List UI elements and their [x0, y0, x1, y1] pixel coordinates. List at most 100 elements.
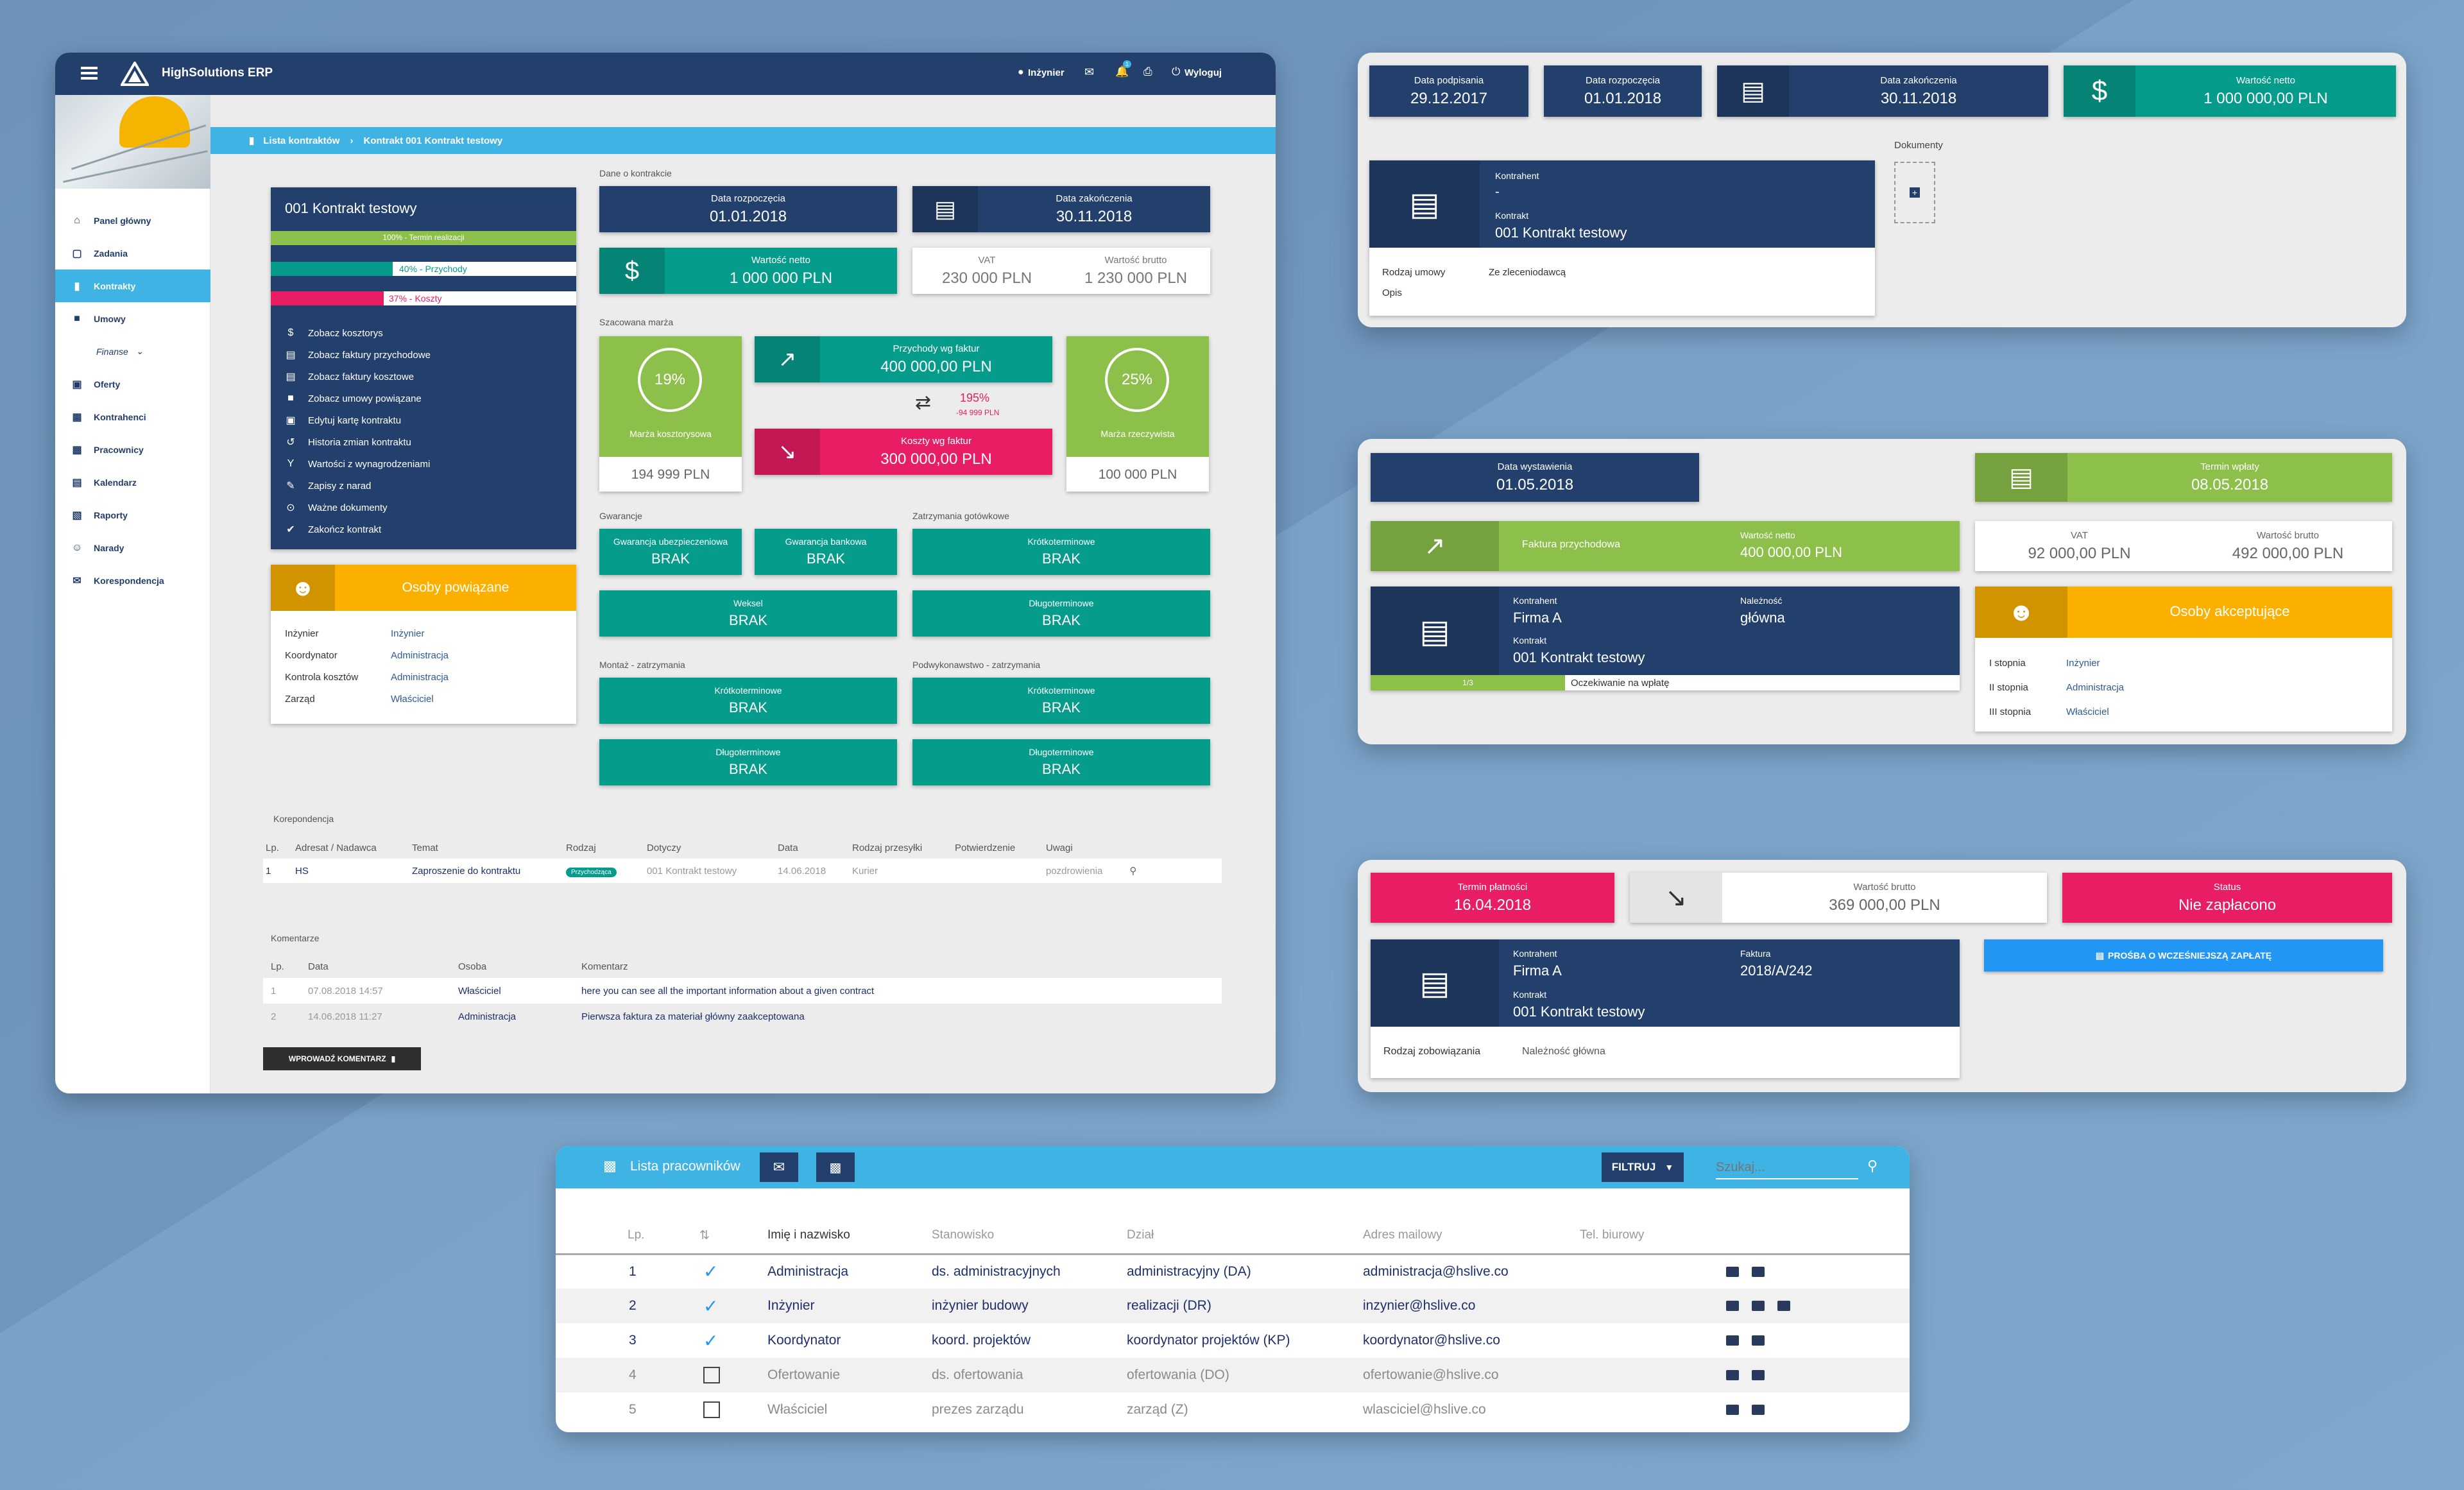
documents-label: Dokumenty — [1894, 140, 1943, 151]
search-input[interactable] — [1716, 1156, 1858, 1179]
sidebar-item-korespondencja[interactable]: ✉ Korespondencja — [55, 564, 210, 597]
net-value-card: $ Wartość netto 1 000 000 PLN — [599, 248, 897, 294]
sidebar-item-zadania[interactable]: ▢ Zadania — [55, 237, 210, 270]
user-name[interactable]: Inżynier — [1028, 67, 1065, 78]
sidebar-item-pracownicy[interactable]: ▩ Pracownicy — [55, 433, 210, 466]
app-title[interactable]: HighSolutions ERP — [162, 66, 273, 80]
column-header-lp[interactable]: Lp. — [556, 1218, 699, 1255]
bank-guarantee-card[interactable]: Gwarancja bankowa BRAK — [755, 529, 897, 575]
retentions-section-title: Zatrzymania gotówkowe — [912, 511, 1009, 521]
acceptor-person-link[interactable]: Administracja — [2066, 681, 2125, 693]
search-icon[interactable]: ⚲ — [1129, 866, 1137, 877]
cell-department: zarząd (Z) — [1127, 1402, 1188, 1417]
column-header-department[interactable]: Dział — [1127, 1218, 1363, 1255]
checkbox-empty-icon[interactable] — [703, 1367, 720, 1383]
mail-icon[interactable] — [1726, 1405, 1739, 1416]
table-row[interactable]: 4 Ofertowanie ds. ofertowania ofertowani… — [556, 1358, 1910, 1392]
filter-button[interactable]: FILTRUJ ▼ — [1602, 1152, 1684, 1182]
assembly-short-card[interactable]: Krótkoterminowe BRAK — [599, 678, 897, 724]
contact-card-button[interactable]: ▩ — [816, 1152, 855, 1182]
guarantee-value: BRAK — [651, 551, 690, 567]
sidebar-item-umowy[interactable]: ■ Umowy — [55, 302, 210, 335]
early-payment-button[interactable]: ▤ PROŚBA O WCZEŚNIEJSZĄ ZAPŁATĘ — [1984, 939, 2383, 972]
calendar-icon[interactable] — [1752, 1267, 1765, 1278]
power-icon[interactable]: ⏻ — [1172, 65, 1181, 78]
bill-guarantee-card[interactable]: Weksel BRAK — [599, 590, 897, 637]
contract-icon[interactable] — [1777, 1301, 1790, 1312]
sidebar-item-narady[interactable]: ☺ Narady — [55, 531, 210, 564]
menu-wartosci-wynagrodzenia[interactable]: Y Wartości z wynagrodzeniami — [284, 453, 566, 475]
breadcrumb-root[interactable]: Lista kontraktów — [263, 135, 340, 146]
acceptor-person-link[interactable]: Inżynier — [2066, 657, 2100, 669]
checkbox-empty-icon[interactable] — [703, 1401, 720, 1418]
retention-short-card[interactable]: Krótkoterminowe BRAK — [912, 529, 1210, 575]
search-icon[interactable]: ⚲ — [1867, 1158, 1878, 1174]
related-person-link[interactable]: Właściciel — [391, 693, 434, 705]
invoice-vat-label: VAT — [2071, 529, 2088, 541]
sidebar-item-panel[interactable]: ⌂ Panel główny — [55, 204, 210, 237]
related-persons-card: ☻ Osoby powiązane Inżynier Inżynier Koord… — [271, 565, 576, 724]
sidebar-item-kalendarz[interactable]: ▤ Kalendarz — [55, 466, 210, 499]
table-row[interactable]: 2 ✓ Inżynier inżynier budowy realizacji … — [556, 1289, 1910, 1323]
column-header-name[interactable]: Imię i nazwisko — [767, 1218, 932, 1255]
vat-label: VAT — [978, 254, 996, 266]
menu-label: Wartości z wynagrodzeniami — [308, 458, 431, 470]
assembly-long-card[interactable]: Długoterminowe BRAK — [599, 739, 897, 785]
menu-zobacz-kosztorys[interactable]: $ Zobacz kosztorys — [284, 322, 566, 344]
table-row[interactable]: 3 ✓ Koordynator koord. projektów koordyn… — [556, 1323, 1910, 1358]
sidebar-item-oferty[interactable]: ▣ Oferty — [55, 368, 210, 400]
related-person-link[interactable]: Inżynier — [391, 628, 425, 639]
print-icon[interactable]: ⎙ — [1143, 65, 1152, 78]
mail-icon[interactable] — [1726, 1301, 1739, 1312]
insurance-guarantee-card[interactable]: Gwarancja ubezpieczeniowa BRAK — [599, 529, 742, 575]
retention-long-card[interactable]: Długoterminowe BRAK — [912, 590, 1210, 637]
acceptors-title: Osoby akceptujące — [2169, 603, 2290, 619]
sidebar-item-kontrahenci[interactable]: ▦ Kontrahenci — [55, 400, 210, 433]
menu-zapisy-narad[interactable]: ✎ Zapisy z narad — [284, 475, 566, 497]
bell-icon[interactable]: 🔔 — [1115, 65, 1129, 78]
related-person-link[interactable]: Administracja — [391, 649, 449, 661]
subcontract-short-card[interactable]: Krótkoterminowe BRAK — [912, 678, 1210, 724]
menu-historia-zmian[interactable]: ↺ Historia zmian kontraktu — [284, 431, 566, 453]
sidebar-item-kontrakty[interactable]: ▮ Kontrakty — [55, 270, 210, 302]
column-header-active[interactable]: ⇅ — [699, 1218, 767, 1255]
table-row[interactable]: 5 Właściciel prezes zarządu zarząd (Z) w… — [556, 1392, 1910, 1427]
hamburger-icon[interactable] — [81, 67, 98, 80]
chevron-down-icon: ⌄ — [135, 346, 144, 356]
acceptor-person-link[interactable]: Właściciel — [2066, 706, 2109, 717]
calendar-icon[interactable] — [1752, 1335, 1765, 1346]
add-comment-button[interactable]: WPROWADŹ KOMENTARZ ▮ — [263, 1047, 421, 1070]
mail-icon[interactable] — [1726, 1370, 1739, 1381]
mail-icon[interactable] — [1726, 1267, 1739, 1278]
liability-contract-value: 001 Kontrakt testowy — [1513, 1004, 1645, 1020]
menu-faktury-przychodowe[interactable]: ▤ Zobacz faktury przychodowe — [284, 344, 566, 366]
column-header-position[interactable]: Stanowisko — [932, 1218, 1127, 1255]
related-person-link[interactable]: Administracja — [391, 671, 449, 683]
person-icon: ☻ — [1975, 587, 2067, 638]
column-header-email[interactable]: Adres mailowy — [1363, 1218, 1580, 1255]
mail-icon[interactable]: ✉ — [1084, 65, 1095, 78]
sidebar-item-raporty[interactable]: ▧ Raporty — [55, 499, 210, 531]
cell-phone — [1580, 1358, 1726, 1392]
logout-link[interactable]: Wyloguj — [1185, 67, 1222, 78]
cell-email: administracja@hslive.co — [1363, 1263, 1509, 1279]
calendar-icon[interactable] — [1752, 1370, 1765, 1381]
column-header-phone[interactable]: Tel. biurowy — [1580, 1218, 1726, 1255]
menu-edytuj-karte[interactable]: ▣ Edytuj kartę kontraktu — [284, 409, 566, 431]
subcontract-long-card[interactable]: Długoterminowe BRAK — [912, 739, 1210, 785]
email-all-button[interactable]: ✉ — [760, 1152, 798, 1182]
sidebar-item-finanse[interactable]: Finanse ⌄ — [55, 335, 210, 368]
table-row[interactable]: 1 ✓ Administracja ds. administracyjnych … — [556, 1254, 1910, 1289]
add-document-button[interactable]: + — [1894, 162, 1935, 223]
table-row[interactable]: 1 HS Zaproszenie do kontraktu Przychodzą… — [263, 859, 1222, 883]
calendar-icon[interactable] — [1752, 1301, 1765, 1312]
sidebar: ⌂ Panel główny ▢ Zadania ▮ Kontrakty ■ Umowy… — [55, 95, 210, 1093]
cell-email: wlasciciel@hslive.co — [1363, 1402, 1486, 1417]
menu-zakoncz-kontrakt[interactable]: ✔ Zakończ kontrakt — [284, 518, 566, 540]
menu-wazne-dokumenty[interactable]: ⊙ Ważne dokumenty — [284, 497, 566, 518]
home-icon: ⌂ — [74, 214, 80, 226]
menu-faktury-kosztowe[interactable]: ▤ Zobacz faktury kosztowe — [284, 366, 566, 388]
mail-icon[interactable] — [1726, 1335, 1739, 1346]
calendar-icon[interactable] — [1752, 1405, 1765, 1416]
menu-umowy-powiazane[interactable]: ■ Zobacz umowy powiązane — [284, 388, 566, 409]
